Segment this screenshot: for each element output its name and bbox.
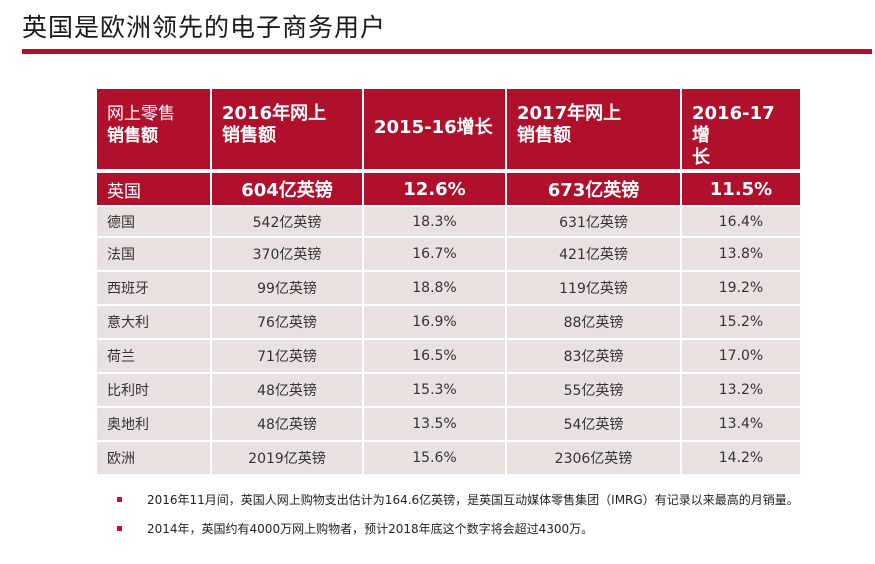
table-row: 西班牙 99亿英镑 18.8% 119亿英镑 19.2% [97, 271, 800, 306]
table-cell: 119亿英镑 [506, 271, 682, 306]
table-cell: 荷兰 [97, 339, 212, 374]
table-cell: 631亿英镑 [506, 206, 682, 238]
table-cell: 421亿英镑 [506, 237, 682, 272]
table-cell: 15.3% [363, 373, 507, 408]
table-row: 奥地利 48亿英镑 13.5% 54亿英镑 13.4% [97, 407, 800, 442]
table-cell: 13.8% [681, 237, 800, 272]
table-cell: 16.9% [363, 305, 507, 340]
sales-table: 网上零售 销售额 2016年网上 销售额 2015-16增长 2017年网上 销… [97, 89, 800, 476]
header-sales-2017: 2017年网上 销售额 [506, 89, 682, 173]
header-category-line1: 网上零售 [107, 104, 175, 124]
title-divider [22, 49, 872, 54]
table-cell: 13.2% [681, 373, 800, 408]
table-cell: 16.4% [681, 206, 800, 238]
table-row: 德国 542亿英镑 18.3% 631亿英镑 16.4% [97, 206, 800, 238]
table-cell: 15.6% [363, 441, 507, 476]
table-cell: 西班牙 [97, 271, 212, 306]
table-cell: 德国 [97, 206, 212, 238]
table-cell: 16.5% [363, 339, 507, 374]
table-cell: 83亿英镑 [506, 339, 682, 374]
note-item: 2014年，英国约有4000万网上购物者，预计2018年底这个数字将会超过430… [117, 520, 807, 538]
notes-list: 2016年11月间，英国人网上购物支出估计为164.6亿英镑，是英国互动媒体零售… [117, 491, 807, 538]
note-text: 2014年，英国约有4000万网上购物者，预计2018年底这个数字将会超过430… [147, 522, 594, 536]
table-cell: 99亿英镑 [211, 271, 364, 306]
table-cell: 16.7% [363, 237, 507, 272]
table-row: 法国 370亿英镑 16.7% 421亿英镑 13.8% [97, 237, 800, 272]
table-cell: 71亿英镑 [211, 339, 364, 374]
table-cell: 18.8% [363, 271, 507, 306]
table-cell: 意大利 [97, 305, 212, 340]
table-cell: 673亿英镑 [506, 171, 682, 207]
header-sales-2016: 2016年网上 销售额 [211, 89, 364, 173]
table-cell: 54亿英镑 [506, 407, 682, 442]
table-row: 意大利 76亿英镑 16.9% 88亿英镑 15.2% [97, 305, 800, 340]
header-growth-2016-17-line1: 2016-17增 [692, 103, 775, 146]
header-sales-2017-line2: 销售额 [517, 125, 571, 146]
table-cell: 48亿英镑 [211, 373, 364, 408]
bullet-square-icon [117, 497, 122, 502]
table-cell: 英国 [97, 171, 212, 207]
table-cell: 15.2% [681, 305, 800, 340]
table-cell: 88亿英镑 [506, 305, 682, 340]
table-row: 欧洲 2019亿英镑 15.6% 2306亿英镑 14.2% [97, 441, 800, 476]
table-cell: 2019亿英镑 [211, 441, 364, 476]
table-cell: 14.2% [681, 441, 800, 476]
table-cell: 欧洲 [97, 441, 212, 476]
table-cell: 19.2% [681, 271, 800, 306]
table-cell: 55亿英镑 [506, 373, 682, 408]
header-growth-2016-17: 2016-17增 长 [681, 89, 800, 173]
note-text: 2016年11月间，英国人网上购物支出估计为164.6亿英镑，是英国互动媒体零售… [147, 493, 799, 507]
table-cell: 奥地利 [97, 407, 212, 442]
table-row: 荷兰 71亿英镑 16.5% 83亿英镑 17.0% [97, 339, 800, 374]
table-cell: 11.5% [681, 171, 800, 207]
table-cell: 比利时 [97, 373, 212, 408]
header-growth-2015-16-label: 2015-16增长 [374, 117, 493, 138]
table-cell: 18.3% [363, 206, 507, 238]
table-row: 比利时 48亿英镑 15.3% 55亿英镑 13.2% [97, 373, 800, 408]
table-header-row: 网上零售 销售额 2016年网上 销售额 2015-16增长 2017年网上 销… [97, 89, 800, 173]
table-cell: 2306亿英镑 [506, 441, 682, 476]
bullet-square-icon [117, 526, 122, 531]
header-growth-2015-16: 2015-16增长 [363, 89, 507, 173]
header-category-line2: 销售额 [107, 126, 158, 146]
note-item: 2016年11月间，英国人网上购物支出估计为164.6亿英镑，是英国互动媒体零售… [117, 491, 807, 509]
header-sales-2016-line2: 销售额 [222, 125, 276, 146]
sales-table-container: 网上零售 销售额 2016年网上 销售额 2015-16增长 2017年网上 销… [97, 89, 800, 476]
table-cell: 370亿英镑 [211, 237, 364, 272]
table-cell: 12.6% [363, 171, 507, 207]
table-cell: 13.5% [363, 407, 507, 442]
header-sales-2016-line1: 2016年网上 [222, 103, 327, 124]
header-category: 网上零售 销售额 [97, 89, 212, 173]
table-cell: 542亿英镑 [211, 206, 364, 238]
table-row-highlight: 英国 604亿英镑 12.6% 673亿英镑 11.5% [97, 171, 800, 207]
header-sales-2017-line1: 2017年网上 [517, 103, 622, 124]
table-cell: 48亿英镑 [211, 407, 364, 442]
table-cell: 17.0% [681, 339, 800, 374]
page-title: 英国是欧洲领先的电子商务用户 [22, 13, 387, 42]
table-cell: 76亿英镑 [211, 305, 364, 340]
table-cell: 法国 [97, 237, 212, 272]
header-growth-2016-17-line2: 长 [692, 147, 710, 168]
table-cell: 604亿英镑 [211, 171, 364, 207]
table-cell: 13.4% [681, 407, 800, 442]
